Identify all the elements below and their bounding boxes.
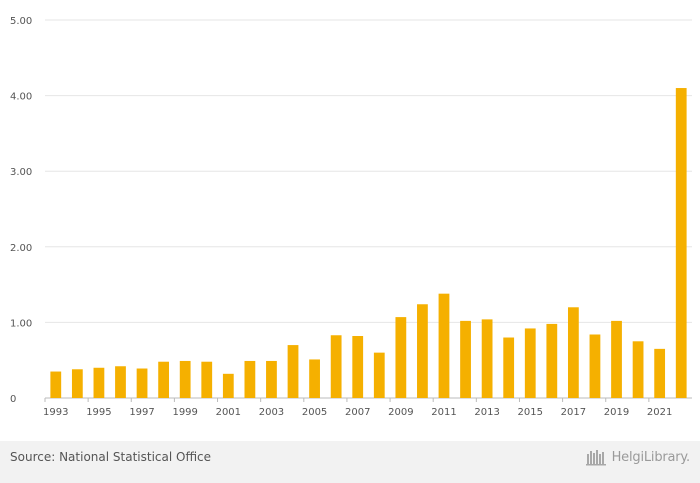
bar-2008 [373, 352, 385, 398]
bar-2016 [546, 323, 558, 398]
bar-2004 [287, 345, 299, 398]
y-tick-label: 3.00 [10, 167, 32, 178]
bar-2003 [266, 360, 277, 398]
footer-bar [0, 441, 700, 483]
bar-2021 [654, 348, 666, 398]
x-tick-label: 2007 [345, 407, 370, 418]
bar-1996 [115, 366, 126, 398]
bar-1997 [136, 368, 148, 398]
x-tick-label: 1999 [172, 407, 197, 418]
grid-layer [45, 19, 692, 399]
x-tick-label: 1993 [43, 407, 68, 418]
bar-1993 [50, 371, 62, 398]
x-tick-label: 2019 [604, 407, 629, 418]
bar-1994 [71, 369, 83, 398]
bar-2007 [352, 336, 364, 398]
library-icon [585, 450, 606, 466]
bar-2015 [524, 328, 536, 398]
bar-2019 [611, 320, 622, 398]
bar-2000 [201, 361, 213, 398]
brand-name: HelgiLibrary. [611, 449, 691, 465]
y-tick-label: 2.00 [10, 243, 32, 254]
bar-2018 [589, 334, 601, 398]
x-tick-label: 1997 [129, 407, 154, 418]
bar-2001 [222, 373, 234, 398]
y-tick-label: 5.00 [10, 16, 32, 27]
source-note: Source: National Statistical Office [10, 450, 212, 464]
x-axis-tick-labels: 1993 1995 1997 1999 2001 2003 2005 2007 2009 2011… [43, 398, 672, 418]
bar-2013 [481, 319, 493, 398]
x-tick-label: 2021 [647, 407, 672, 418]
bar-2005 [309, 359, 320, 398]
bar-2020 [632, 341, 644, 398]
x-tick-label: 2013 [474, 407, 499, 418]
y-tick-label: 1.00 [10, 318, 32, 329]
x-tick-label: 2017 [561, 407, 586, 418]
bar-layer [50, 88, 687, 398]
bar-1995 [93, 367, 105, 398]
x-tick-label: 2005 [302, 407, 327, 418]
bar-2011 [438, 293, 450, 398]
y-tick-label: 4.00 [10, 92, 32, 103]
y-axis-tick-labels: 0 1.00 2.00 3.00 4.00 5.00 [10, 16, 32, 405]
x-tick-label: 2011 [431, 407, 456, 418]
x-tick-label: 2009 [388, 407, 413, 418]
bar-2009 [395, 317, 407, 398]
bar-2022 [675, 88, 687, 398]
bar-2010 [417, 304, 428, 398]
x-tick-label: 2003 [259, 407, 284, 418]
bar-chart: 0 1.00 2.00 3.00 4.00 5.00 1993 1995 1997 1999 20… [10, 16, 692, 418]
x-tick-label: 2001 [216, 407, 241, 418]
brand-logo: HelgiLibrary. [585, 448, 691, 466]
bar-2002 [244, 360, 256, 398]
bar-2017 [567, 307, 579, 398]
x-tick-label: 2015 [518, 407, 543, 418]
bar-2012 [460, 320, 471, 398]
bar-2006 [330, 335, 342, 398]
x-tick-label: 1995 [86, 407, 111, 418]
bar-2014 [503, 337, 515, 398]
bar-1998 [158, 361, 170, 398]
bar-1999 [179, 360, 191, 398]
y-tick-label: 0 [10, 394, 16, 405]
